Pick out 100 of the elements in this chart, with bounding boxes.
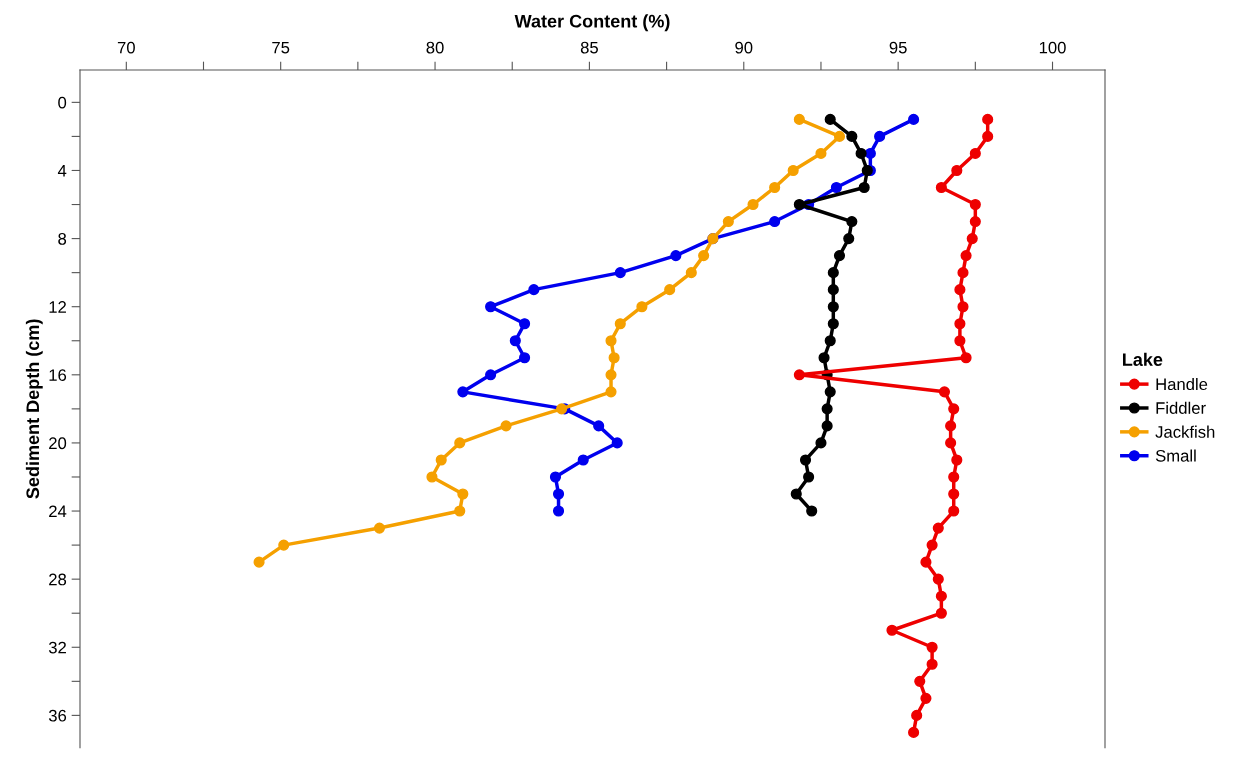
point (951, 454, 963, 466)
point (818, 352, 830, 364)
point (938, 386, 951, 398)
point (874, 130, 886, 142)
y-tick-label: 36 (48, 709, 67, 722)
point (858, 181, 870, 194)
point (577, 454, 589, 466)
point (932, 522, 944, 534)
point (908, 726, 920, 738)
point (799, 454, 812, 466)
point (969, 198, 981, 211)
y-tick-label: 32 (48, 641, 66, 654)
legend-label: Handle (1156, 377, 1208, 391)
y-tick-label: 28 (49, 573, 67, 586)
point (843, 233, 855, 245)
x-tick-label: 70 (117, 41, 135, 54)
point (833, 130, 846, 142)
x-axis-title: Water Content (%) (514, 14, 670, 32)
point (698, 250, 710, 262)
point (932, 573, 944, 585)
point (611, 437, 623, 449)
point (605, 386, 617, 398)
point (926, 539, 938, 551)
point (945, 437, 957, 449)
point (636, 301, 648, 313)
point (926, 658, 938, 670)
x-tick-label: 90 (735, 41, 753, 54)
y-tick-label: 20 (49, 437, 67, 450)
point (605, 369, 617, 381)
point (830, 181, 842, 194)
point (954, 318, 966, 330)
point (935, 607, 947, 619)
point (790, 488, 802, 500)
legend-label: Fiddler (1156, 401, 1206, 414)
point (821, 420, 833, 432)
point (827, 284, 839, 296)
point (549, 471, 562, 483)
point (824, 386, 836, 398)
point (614, 318, 626, 330)
point (485, 301, 497, 313)
point (793, 198, 805, 211)
point (824, 335, 836, 347)
x-tick-label: 100 (1039, 41, 1066, 54)
point (914, 675, 926, 687)
point (593, 420, 605, 432)
y-tick-label: 12 (49, 301, 66, 313)
y-tick-label: 4 (57, 165, 67, 177)
point (485, 369, 497, 381)
point (954, 335, 966, 347)
point (855, 147, 867, 159)
point (769, 215, 781, 228)
point (926, 641, 938, 653)
point (948, 471, 960, 483)
point (935, 590, 947, 602)
x-tick-label: 85 (580, 41, 598, 54)
x-tick-label: 80 (426, 41, 444, 54)
point (945, 420, 957, 432)
point (948, 488, 960, 500)
point (670, 250, 682, 262)
point (846, 130, 858, 142)
point (948, 403, 960, 415)
point (815, 437, 827, 449)
y-tick-label: 8 (58, 232, 67, 245)
point (457, 488, 469, 500)
point (747, 198, 759, 211)
point (846, 215, 858, 228)
point (957, 267, 969, 279)
x-tick-label: 95 (889, 41, 907, 54)
point (911, 709, 923, 721)
legend-label: Small (1155, 449, 1196, 462)
point (969, 215, 981, 228)
y-axis-title: Sediment Depth (cm) (25, 319, 43, 499)
point (827, 318, 839, 330)
point (982, 113, 994, 125)
legend-title: Lake (1123, 352, 1163, 366)
point (886, 624, 898, 636)
point (827, 301, 839, 313)
point (722, 215, 734, 228)
point (821, 403, 833, 415)
point (528, 284, 540, 296)
point (966, 233, 978, 245)
point (454, 437, 466, 449)
point (793, 113, 805, 125)
point (608, 352, 620, 364)
point (664, 284, 676, 296)
point (605, 335, 617, 347)
point (920, 692, 932, 704)
point (769, 181, 781, 194)
point (454, 505, 466, 517)
point (519, 318, 531, 330)
point (948, 505, 960, 517)
point (457, 386, 469, 398)
point (815, 147, 827, 159)
point (519, 352, 531, 364)
point (253, 556, 265, 568)
y-tick-label: 24 (49, 505, 67, 518)
point (552, 488, 565, 500)
point (827, 267, 839, 279)
point (920, 556, 932, 568)
point (500, 420, 512, 432)
